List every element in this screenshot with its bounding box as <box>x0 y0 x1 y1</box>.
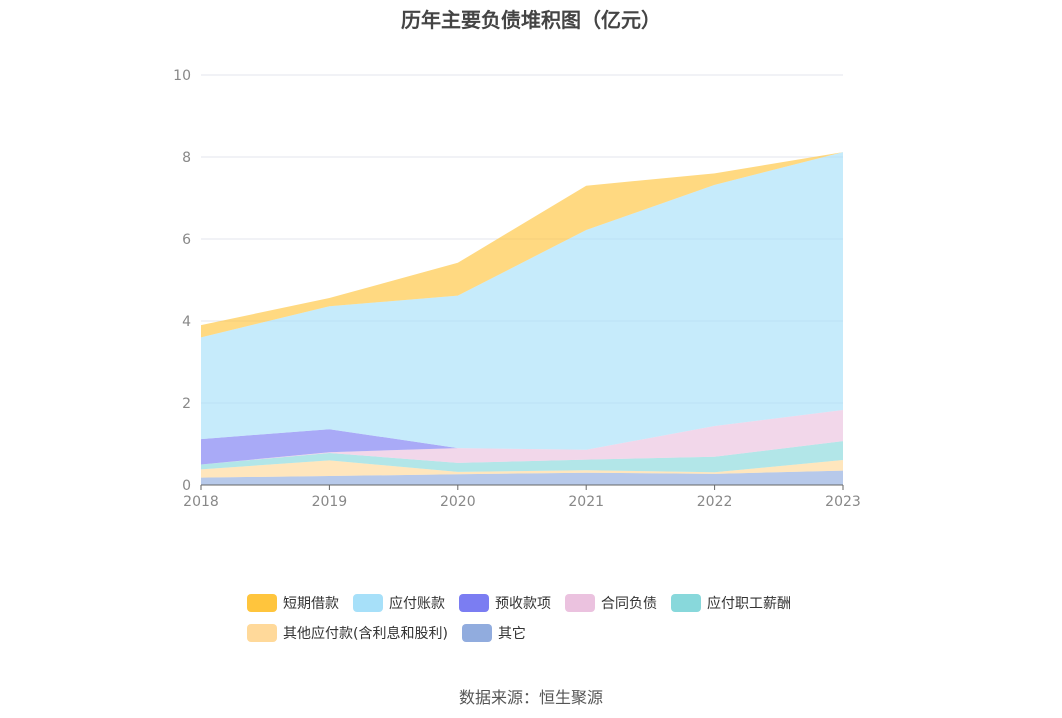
legend-label: 其它 <box>497 626 526 642</box>
legend-label: 短期借款 <box>283 596 339 612</box>
legend-item[interactable]: 其它 <box>461 622 526 644</box>
legend: 短期借款 应付账款 预收款项 合同负债 应付职工薪酬其他应付款(含利息和股利) 其它 <box>247 592 867 652</box>
area-layer <box>201 152 843 485</box>
legend-item[interactable]: 其他应付款(含利息和股利) <box>247 622 448 644</box>
area-series-预收款项 <box>201 410 843 465</box>
axis-layer: 0 2 4 6 8 10 2018 2019 2020 2021 2022 2023 <box>173 68 861 510</box>
chart-title: 历年主要负债堆积图（亿元） <box>401 8 661 32</box>
legend-swatch <box>459 594 489 612</box>
legend-swatch <box>247 594 277 612</box>
legend-swatch <box>565 594 595 612</box>
legend-label: 其他应付款(含利息和股利) <box>283 626 448 642</box>
legend-label: 应付账款 <box>389 596 445 612</box>
area-series-短期借款 <box>201 152 843 338</box>
data-source: 数据来源：恒生聚源 <box>458 688 603 707</box>
x-tick-label: 2020 <box>440 494 476 510</box>
y-tick-label: 0 <box>182 478 191 494</box>
legend-item[interactable]: 应付账款 <box>353 592 445 614</box>
area-series-应付职工薪酬 <box>201 441 843 473</box>
x-tick-label: 2022 <box>697 494 733 510</box>
legend-item[interactable]: 合同负债 <box>565 592 657 614</box>
y-tick-label: 6 <box>182 232 191 248</box>
x-tick-label: 2019 <box>312 494 348 510</box>
y-tick-label: 8 <box>182 150 191 166</box>
legend-swatch <box>671 594 701 612</box>
area-series-其他应付款(含利息和股利) <box>201 460 843 478</box>
legend-swatch <box>461 624 492 642</box>
x-tick-label: 2018 <box>183 494 219 510</box>
legend-item[interactable]: 短期借款 <box>247 592 339 614</box>
x-tick-label: 2023 <box>825 494 861 510</box>
y-tick-label: 4 <box>182 314 191 330</box>
x-tick-label: 2021 <box>568 494 604 510</box>
y-tick-label: 10 <box>173 68 191 84</box>
legend-label: 预收款项 <box>495 596 551 612</box>
area-series-其它 <box>201 470 843 485</box>
area-series-合同负债 <box>201 410 843 465</box>
legend-swatch <box>247 624 277 642</box>
legend-swatch <box>353 594 383 612</box>
y-tick-label: 2 <box>182 396 191 412</box>
legend-item[interactable]: 应付职工薪酬 <box>671 592 791 614</box>
legend-item[interactable]: 预收款项 <box>459 592 551 614</box>
legend-label: 合同负债 <box>601 596 657 612</box>
legend-label: 应付职工薪酬 <box>707 596 791 612</box>
area-series-应付账款 <box>201 152 843 450</box>
